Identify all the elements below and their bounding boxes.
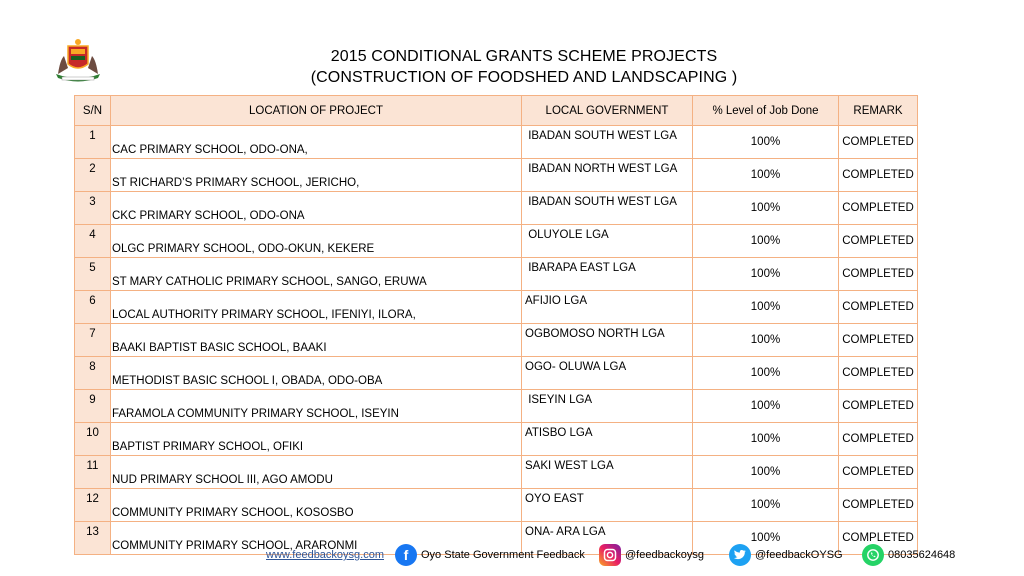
row-sn: 8	[74, 356, 111, 390]
row-remark: COMPLETED	[838, 158, 918, 192]
row-level-of-job-done: 100%	[692, 356, 839, 390]
facebook-icon[interactable]: f	[395, 544, 417, 566]
projects-table: S/N LOCATION OF PROJECT LOCAL GOVERNMENT…	[74, 95, 918, 555]
header-sn: S/N	[74, 95, 111, 126]
table-row: 8 METHODIST BASIC SCHOOL I, OBADA, ODO-OB…	[74, 356, 918, 390]
row-sn: 3	[74, 191, 111, 225]
row-sn: 9	[74, 389, 111, 423]
row-remark: COMPLETED	[838, 389, 918, 423]
row-location: LOCAL AUTHORITY PRIMARY SCHOOL, IFENIYI,…	[110, 290, 522, 324]
table-row: 6 LOCAL AUTHORITY PRIMARY SCHOOL, IFENIYI…	[74, 290, 918, 324]
row-level-of-job-done: 100%	[692, 125, 839, 159]
row-sn: 11	[74, 455, 111, 489]
row-remark: COMPLETED	[838, 455, 918, 489]
row-sn: 10	[74, 422, 111, 456]
row-level-of-job-done: 100%	[692, 422, 839, 456]
row-level-of-job-done: 100%	[692, 224, 839, 258]
row-location: METHODIST BASIC SCHOOL I, OBADA, ODO-OBA	[110, 356, 522, 390]
row-local-government: IBADAN SOUTH WEST LGA	[521, 191, 693, 225]
table-row: 1 CAC PRIMARY SCHOOL, ODO-ONA, IBADAN SOU…	[74, 125, 918, 159]
row-remark: COMPLETED	[838, 422, 918, 456]
row-sn: 7	[74, 323, 111, 357]
row-level-of-job-done: 100%	[692, 488, 839, 522]
oyo-state-crest-icon	[56, 39, 100, 82]
row-level-of-job-done: 100%	[692, 257, 839, 291]
row-remark: COMPLETED	[838, 224, 918, 258]
row-level-of-job-done: 100%	[692, 323, 839, 357]
header-remark: REMARK	[838, 95, 918, 126]
row-level-of-job-done: 100%	[692, 389, 839, 423]
title-line-1: 2015 CONDITIONAL GRANTS SCHEME PROJECTS	[330, 48, 718, 65]
row-remark: COMPLETED	[838, 257, 918, 291]
row-sn: 2	[74, 158, 111, 192]
row-local-government: IBARAPA EAST LGA	[521, 257, 693, 291]
header-location: LOCATION OF PROJECT	[110, 95, 522, 126]
table-row: 12 COMMUNITY PRIMARY SCHOOL, KOSOSBO OYO E…	[74, 488, 918, 522]
row-local-government: IBADAN SOUTH WEST LGA	[521, 125, 693, 159]
header-level-of-job-done: % Level of Job Done	[692, 95, 839, 126]
row-remark: COMPLETED	[838, 323, 918, 357]
row-location: OLGC PRIMARY SCHOOL, ODO-OKUN, KEKERE	[110, 224, 522, 258]
row-location: CAC PRIMARY SCHOOL, ODO-ONA,	[110, 125, 522, 159]
row-level-of-job-done: 100%	[692, 455, 839, 489]
table-row: 9 FARAMOLA COMMUNITY PRIMARY SCHOOL, ISEY…	[74, 389, 918, 423]
footer: www.feedbackoysg.com f Oyo State Governm…	[0, 540, 1024, 570]
row-location: COMMUNITY PRIMARY SCHOOL, ARARONMI	[110, 521, 522, 555]
row-local-government: ATISBO LGA	[521, 422, 693, 456]
row-local-government: SAKI WEST LGA	[521, 455, 693, 489]
table-row: 3 CKC PRIMARY SCHOOL, ODO-ONA IBADAN SOUT…	[74, 191, 918, 225]
website-link[interactable]: www.feedbackoysg.com	[266, 549, 384, 561]
row-location: COMMUNITY PRIMARY SCHOOL, KOSOSBO	[110, 488, 522, 522]
page-title: 2015 CONDITIONAL GRANTS SCHEME PROJECTS …	[0, 46, 1024, 88]
instagram-label: @feedbackoysg	[625, 549, 705, 561]
table-row: 10 BAPTIST PRIMARY SCHOOL, OFIKI ATISBO LG…	[74, 422, 918, 456]
table-row: 5 ST MARY CATHOLIC PRIMARY SCHOOL, SANGO,…	[74, 257, 918, 291]
table-row: 2 ST RICHARD’S PRIMARY SCHOOL, JERICHO, I…	[74, 158, 918, 192]
row-remark: COMPLETED	[838, 488, 918, 522]
row-level-of-job-done: 100%	[692, 290, 839, 324]
table-row: 11 NUD PRIMARY SCHOOL III, AGO AMODU SAKI …	[74, 455, 918, 489]
row-local-government: OGBOMOSO NORTH LGA	[521, 323, 693, 357]
twitter-icon[interactable]	[729, 544, 751, 566]
row-remark: COMPLETED	[838, 290, 918, 324]
row-location: CKC PRIMARY SCHOOL, ODO-ONA	[110, 191, 522, 225]
row-sn: 4	[74, 224, 111, 258]
table-header-row: S/N LOCATION OF PROJECT LOCAL GOVERNMENT…	[74, 95, 918, 126]
row-level-of-job-done: 100%	[692, 521, 839, 555]
row-remark: COMPLETED	[838, 191, 918, 225]
table-row: 7 BAAKI BAPTIST BASIC SCHOOL, BAAKI OGBOMO…	[74, 323, 918, 357]
row-sn: 5	[74, 257, 111, 291]
twitter-label: @feedbackOYSG	[755, 549, 843, 561]
row-local-government: ISEYIN LGA	[521, 389, 693, 423]
row-local-government: IBADAN NORTH WEST LGA	[521, 158, 693, 192]
table-row: 13 COMMUNITY PRIMARY SCHOOL, ARARONMI ONA-…	[74, 521, 918, 555]
title-line-2: (CONSTRUCTION OF FOODSHED AND LANDSCAPIN…	[310, 69, 738, 86]
instagram-icon[interactable]	[599, 544, 621, 566]
row-location: ST RICHARD’S PRIMARY SCHOOL, JERICHO,	[110, 158, 522, 192]
row-level-of-job-done: 100%	[692, 191, 839, 225]
row-location: NUD PRIMARY SCHOOL III, AGO AMODU	[110, 455, 522, 489]
facebook-label: Oyo State Government Feedback	[421, 549, 585, 561]
whatsapp-label: 08035624648	[888, 549, 956, 561]
row-local-government: OGO- OLUWA LGA	[521, 356, 693, 390]
row-location: BAPTIST PRIMARY SCHOOL, OFIKI	[110, 422, 522, 456]
row-location: BAAKI BAPTIST BASIC SCHOOL, BAAKI	[110, 323, 522, 357]
row-sn: 1	[74, 125, 111, 159]
row-remark: COMPLETED	[838, 356, 918, 390]
header-local-government: LOCAL GOVERNMENT	[521, 95, 693, 126]
row-sn: 6	[74, 290, 111, 324]
row-local-government: OLUYOLE LGA	[521, 224, 693, 258]
table-row: 4 OLGC PRIMARY SCHOOL, ODO-OKUN, KEKERE O…	[74, 224, 918, 258]
row-location: FARAMOLA COMMUNITY PRIMARY SCHOOL, ISEYI…	[110, 389, 522, 423]
row-location: ST MARY CATHOLIC PRIMARY SCHOOL, SANGO, …	[110, 257, 522, 291]
row-local-government: OYO EAST	[521, 488, 693, 522]
whatsapp-icon[interactable]	[862, 544, 884, 566]
row-local-government: AFIJIO LGA	[521, 290, 693, 324]
row-level-of-job-done: 100%	[692, 158, 839, 192]
row-sn: 12	[74, 488, 111, 522]
row-remark: COMPLETED	[838, 125, 918, 159]
